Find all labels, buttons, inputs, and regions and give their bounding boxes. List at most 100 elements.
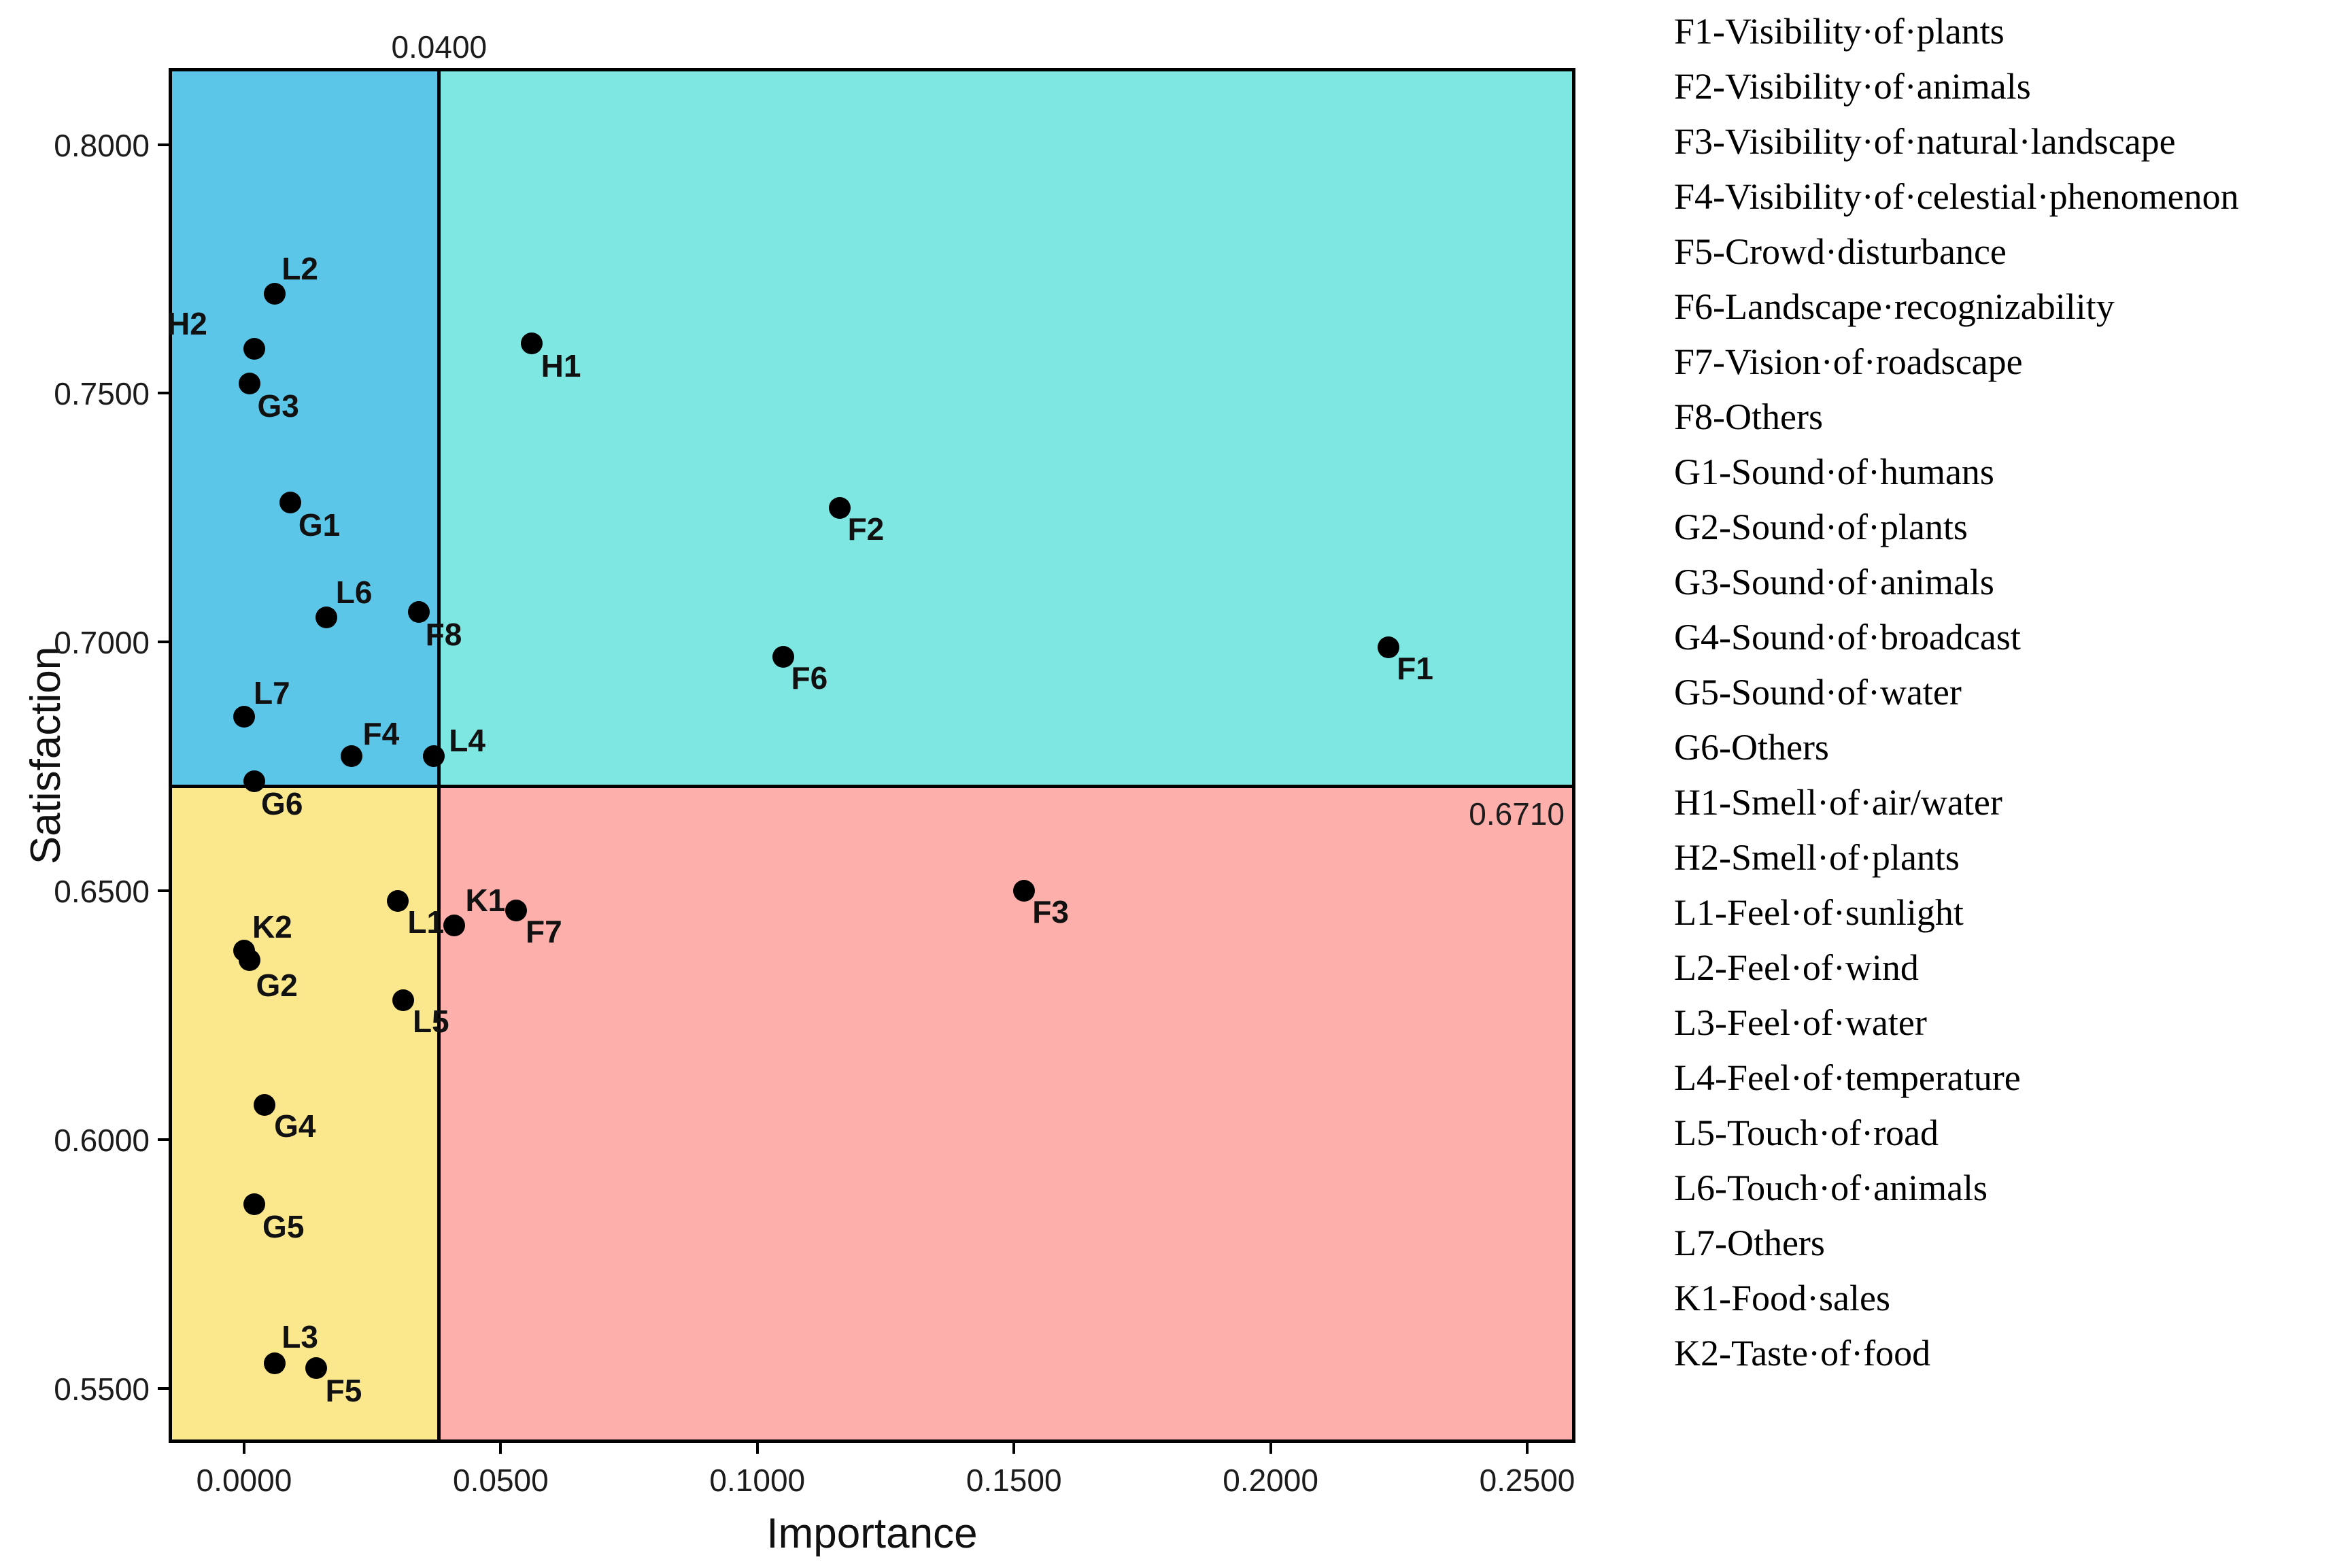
y-tick-label-4: 0.6000 <box>54 1122 150 1158</box>
legend-item-L7: L7-Others <box>1674 1223 1825 1263</box>
data-point-label-L7: L7 <box>253 675 290 711</box>
legend-item-G3: G3-Sound·of·animals <box>1674 562 1994 602</box>
legend: F1-Visibility·of·plants F2-Visibility·of·… <box>1674 4 2239 1381</box>
y-tick-mark <box>158 889 169 892</box>
data-point-H1 <box>520 333 543 355</box>
data-point-label-G6: G6 <box>261 786 303 822</box>
x-tick-mark <box>1526 1443 1529 1454</box>
satisfaction-threshold-line <box>169 784 1575 788</box>
data-point-G2 <box>238 949 260 972</box>
data-point-L2 <box>264 283 286 305</box>
data-point-G4 <box>254 1093 276 1116</box>
data-point-label-L5: L5 <box>412 1003 449 1039</box>
legend-item-L4: L4-Feel·of·temperature <box>1674 1057 2021 1098</box>
data-point-L6 <box>315 606 337 628</box>
y-axis-title: Satisfaction <box>22 646 69 865</box>
data-point-F2 <box>828 496 851 519</box>
data-point-label-F4: F4 <box>362 716 400 752</box>
legend-item-F7: F7-Vision·of·roadscape <box>1674 341 2023 382</box>
legend-item-L2: L2-Feel·of·wind <box>1674 947 1919 988</box>
quadrant-top-right <box>439 68 1575 787</box>
legend-item-G2: G2-Sound·of·plants <box>1674 507 1968 547</box>
y-tick-mark <box>158 143 169 146</box>
legend-item-G5: G5-Sound·of·water <box>1674 672 1962 713</box>
data-point-L7 <box>233 705 255 728</box>
data-point-label-L4: L4 <box>449 723 485 759</box>
data-point-label-L3: L3 <box>282 1318 318 1354</box>
x-axis-title: Importance <box>766 1510 978 1557</box>
quadrant-top-left <box>169 68 439 787</box>
data-point-label-H1: H1 <box>541 348 581 384</box>
legend-item-F1: F1-Visibility·of·plants <box>1674 11 2005 52</box>
data-point-F8 <box>407 601 430 624</box>
data-point-G6 <box>243 770 266 793</box>
y-tick-label-2: 0.7000 <box>54 625 150 661</box>
data-point-label-F3: F3 <box>1032 893 1069 930</box>
legend-item-F3: F3-Visibility·of·natural·landscape <box>1674 121 2176 162</box>
data-point-G5 <box>243 1193 266 1215</box>
legend-item-F5: F5-Crowd·disturbance <box>1674 231 2007 272</box>
x-tick-mark <box>1012 1443 1016 1454</box>
data-point-label-H2: H2 <box>167 305 207 341</box>
x-tick-mark <box>1269 1443 1272 1454</box>
x-tick-label-3: 0.1500 <box>966 1463 1062 1498</box>
y-tick-label-1: 0.7500 <box>54 376 150 412</box>
importance-threshold-label: 0.0400 <box>391 29 488 65</box>
data-point-label-L2: L2 <box>282 251 318 287</box>
quadrant-bottom-right <box>439 786 1575 1443</box>
x-tick-mark <box>755 1443 759 1454</box>
legend-item-K1: K1-Food·sales <box>1674 1278 1890 1318</box>
data-point-F6 <box>772 646 794 668</box>
legend-item-H1: H1-Smell·of·air/water <box>1674 782 2002 823</box>
data-point-label-F1: F1 <box>1397 650 1433 686</box>
data-point-label-G2: G2 <box>256 968 298 1004</box>
data-point-label-L1: L1 <box>407 904 445 940</box>
data-point-F3 <box>1013 879 1036 902</box>
data-point-label-F7: F7 <box>526 914 562 950</box>
data-point-label-F6: F6 <box>791 660 828 696</box>
y-tick-label-0: 0.8000 <box>54 127 150 163</box>
y-tick-label-3: 0.6500 <box>54 873 150 909</box>
legend-item-L1: L1-Feel·of·sunlight <box>1674 892 1964 933</box>
data-point-label-G3: G3 <box>257 388 299 424</box>
legend-item-H2: H2-Smell·of·plants <box>1674 837 1960 878</box>
data-point-L4 <box>423 745 445 768</box>
satisfaction-threshold-label: 0.6710 <box>1469 796 1565 832</box>
x-tick-label-2: 0.1000 <box>709 1463 806 1498</box>
data-point-G1 <box>279 492 301 514</box>
data-point-L1 <box>387 889 409 912</box>
y-tick-mark <box>158 392 169 395</box>
data-point-G3 <box>238 372 260 394</box>
legend-item-K2: K2-Taste·of·food <box>1674 1333 1931 1374</box>
legend-item-L6: L6-Touch·of·animals <box>1674 1168 1988 1208</box>
legend-item-G1: G1-Sound·of·humans <box>1674 451 1994 492</box>
x-tick-label-1: 0.0500 <box>453 1463 549 1498</box>
legend-item-F4: F4-Visibility·of·celestial·phenomenon <box>1674 176 2239 217</box>
legend-item-L3: L3-Feel·of·water <box>1674 1002 1927 1043</box>
legend-item-G4: G4-Sound·of·broadcast <box>1674 617 2021 658</box>
y-tick-mark <box>158 1138 169 1141</box>
x-tick-label-0: 0.0000 <box>196 1463 292 1498</box>
data-point-label-G5: G5 <box>262 1208 305 1244</box>
data-point-label-K1: K1 <box>465 883 506 919</box>
data-point-label-G1: G1 <box>298 507 341 543</box>
data-point-F4 <box>341 745 363 768</box>
data-point-label-G4: G4 <box>274 1108 316 1144</box>
data-point-H2 <box>243 337 266 360</box>
data-point-label-K2: K2 <box>252 908 292 944</box>
legend-item-G6: G6-Others <box>1674 727 1829 768</box>
data-point-F1 <box>1378 636 1400 658</box>
data-point-label-F2: F2 <box>847 511 885 547</box>
data-point-F7 <box>505 900 528 922</box>
y-tick-mark <box>158 1386 169 1390</box>
x-tick-label-4: 0.2000 <box>1223 1463 1318 1498</box>
x-tick-mark <box>499 1443 502 1454</box>
data-point-label-F5: F5 <box>325 1373 362 1409</box>
y-tick-mark <box>158 641 169 644</box>
data-point-F5 <box>305 1357 327 1380</box>
legend-item-F6: F6-Landscape·recognizability <box>1674 286 2115 327</box>
y-tick-label-5: 0.5500 <box>54 1371 150 1407</box>
data-point-L3 <box>264 1352 286 1374</box>
legend-item-F2: F2-Visibility·of·animals <box>1674 66 2031 107</box>
